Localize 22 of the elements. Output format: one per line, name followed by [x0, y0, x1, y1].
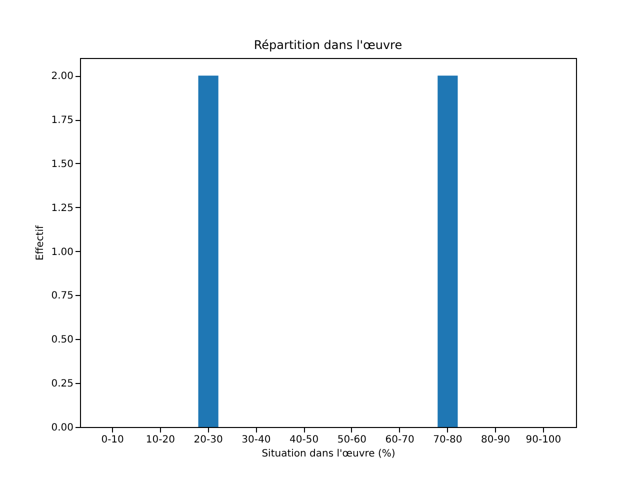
y-tick-label: 1.25 [51, 202, 74, 214]
x-tick-label: 20-30 [194, 434, 223, 446]
y-tick-label: 2.00 [51, 71, 74, 82]
y-axis-title: Effectif [35, 224, 46, 261]
x-tick-label: 70-80 [433, 434, 462, 446]
x-tick-label: 60-70 [385, 434, 414, 446]
y-tick-label: 0.50 [51, 334, 74, 346]
x-tick-label: 80-90 [481, 434, 510, 446]
x-tick-label: 10-20 [146, 434, 175, 446]
y-tick-label: 1.00 [51, 246, 74, 258]
x-tick-label: 30-40 [242, 434, 271, 446]
chart-title: Répartition dans l'œuvre [254, 38, 402, 52]
x-axis-title: Situation dans l'œuvre (%) [262, 448, 396, 460]
y-tick-label: 0.25 [51, 378, 74, 390]
x-tick-label: 40-50 [290, 434, 319, 446]
x-tick-label: 50-60 [337, 434, 366, 446]
y-tick-label: 0.00 [51, 422, 74, 434]
y-tick-label: 0.75 [51, 290, 74, 302]
x-tick-label: 90-100 [526, 434, 562, 446]
y-tick-label: 1.50 [51, 158, 74, 170]
y-tick-label: 1.75 [51, 115, 74, 126]
x-tick-label: 0-10 [101, 434, 124, 446]
